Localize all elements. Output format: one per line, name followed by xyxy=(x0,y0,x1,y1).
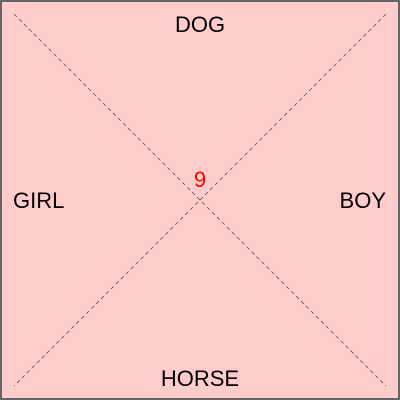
label-right: BOY xyxy=(339,188,386,213)
label-bottom: HORSE xyxy=(160,366,240,391)
center-value: 9 xyxy=(193,167,207,192)
label-left: GIRL xyxy=(13,188,65,213)
label-top: DOG xyxy=(174,12,226,37)
diagonal-top-right-to-bottom-left xyxy=(13,13,387,387)
diagonal-top-left-to-bottom-right xyxy=(13,13,387,387)
